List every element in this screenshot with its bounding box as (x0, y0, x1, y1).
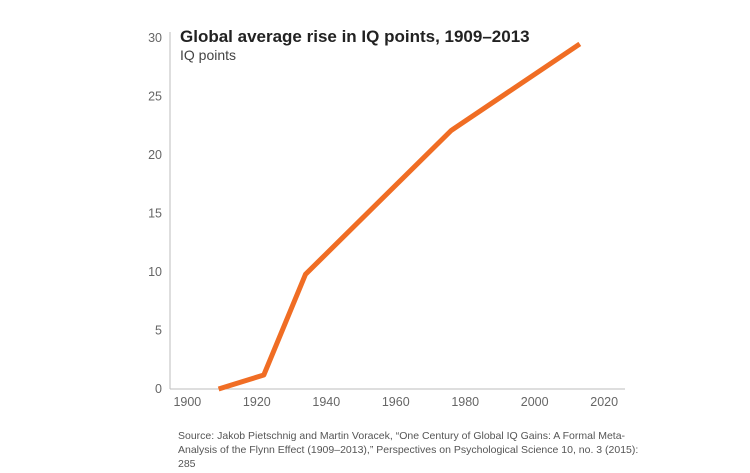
y-tick-label-15: 15 (148, 207, 162, 221)
source-note: Source: Jakob Pietschnig and Martin Vora… (178, 430, 639, 470)
x-tick-label-2020: 2020 (590, 395, 618, 409)
plot-area: 0 5 10 15 20 25 30 1900 1920 1940 1960 1980 2000 2020 (148, 31, 625, 409)
y-tick-label-10: 10 (148, 265, 162, 279)
chart-title: Global average rise in IQ points, 1909–2… (180, 27, 530, 46)
x-tick-label-1980: 1980 (451, 395, 479, 409)
y-tick-label-5: 5 (155, 324, 162, 338)
series-line-0 (217, 41, 582, 392)
chart-subtitle: IQ points (180, 47, 236, 63)
x-tick-label-1940: 1940 (312, 395, 340, 409)
y-tick-label-20: 20 (148, 148, 162, 162)
y-tick-label-0: 0 (155, 382, 162, 396)
x-tick-label-1960: 1960 (382, 395, 410, 409)
x-tick-label-2000: 2000 (521, 395, 549, 409)
x-tick-label-1900: 1900 (173, 395, 201, 409)
x-tick-label-1920: 1920 (243, 395, 271, 409)
y-tick-label-30: 30 (148, 31, 162, 45)
y-tick-label-25: 25 (148, 90, 162, 104)
